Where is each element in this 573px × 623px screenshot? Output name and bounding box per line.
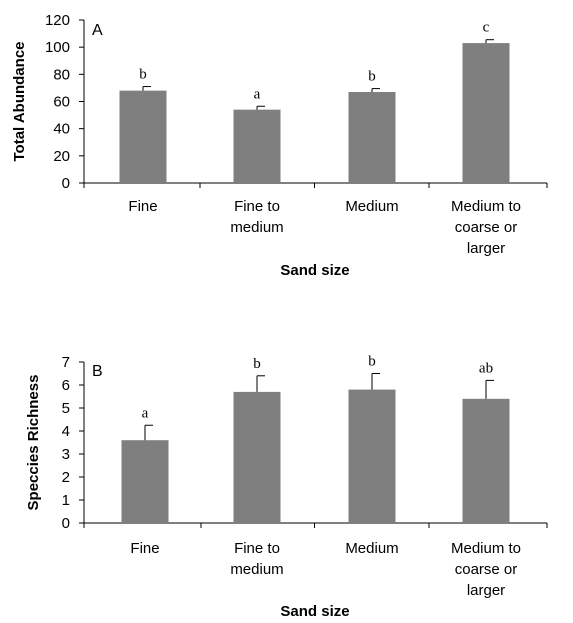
bar: [119, 90, 167, 183]
significance-letter: c: [483, 20, 490, 36]
x-category-label: Medium to: [451, 198, 521, 215]
x-category-label: Fine: [128, 198, 157, 215]
bar: [233, 391, 281, 523]
y-tick-label: 7: [62, 354, 70, 371]
bar: [348, 91, 396, 183]
y-tick-label: 40: [53, 121, 70, 138]
x-category-label: medium: [230, 219, 283, 236]
x-category-label: larger: [467, 240, 505, 257]
x-category-label: medium: [230, 561, 283, 578]
panel-label: B: [92, 363, 103, 380]
y-tick-label: 120: [45, 12, 70, 29]
y-tick-label: 0: [62, 515, 70, 532]
significance-letter: a: [254, 86, 261, 102]
bar: [348, 389, 396, 523]
y-tick-label: 0: [62, 175, 70, 192]
x-axis-title: Sand size: [280, 262, 349, 279]
bar: [462, 398, 510, 523]
y-tick-label: 100: [45, 39, 70, 56]
significance-letter: b: [253, 356, 261, 372]
significance-letter: ab: [479, 360, 493, 376]
y-tick-label: 6: [62, 377, 70, 394]
panel-label: A: [92, 22, 103, 39]
bar: [233, 109, 281, 183]
significance-letter: b: [368, 69, 376, 85]
y-tick-label: 80: [53, 66, 70, 83]
y-tick-label: 3: [62, 446, 70, 463]
y-tick-label: 5: [62, 400, 70, 417]
x-axis-title: Sand size: [280, 603, 349, 620]
y-tick-label: 20: [53, 148, 70, 165]
bar: [121, 440, 169, 523]
y-axis-title: Total Abundance: [11, 42, 28, 162]
x-category-label: Medium: [345, 540, 398, 557]
y-tick-label: 60: [53, 94, 70, 111]
x-category-label: larger: [467, 582, 505, 599]
y-axis-title: Speccies Richness: [25, 375, 42, 511]
x-category-label: Medium to: [451, 540, 521, 557]
x-category-label: Medium: [345, 198, 398, 215]
y-tick-label: 2: [62, 469, 70, 486]
y-tick-label: 4: [62, 423, 70, 440]
bar: [462, 43, 510, 183]
x-category-label: Fine to: [234, 198, 280, 215]
panel-a-total-abundance: 0 20 40 60 80 100 120 b Fine a Fine to medium b Mediu…: [11, 12, 548, 279]
x-category-label: coarse or: [455, 561, 518, 578]
x-category-label: coarse or: [455, 219, 518, 236]
significance-letter: b: [139, 67, 147, 83]
x-category-label: Fine to: [234, 540, 280, 557]
y-tick-label: 1: [62, 492, 70, 509]
x-category-label: Fine: [130, 540, 159, 557]
significance-letter: a: [142, 405, 149, 421]
significance-letter: b: [368, 354, 376, 370]
panel-b-species-richness: 0 1 2 3 4 5 6 7 a Fine b Fine to medium b Medium ab Medi…: [25, 354, 548, 620]
